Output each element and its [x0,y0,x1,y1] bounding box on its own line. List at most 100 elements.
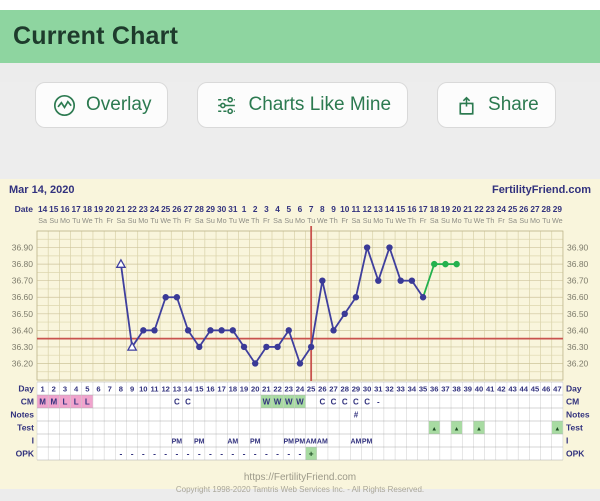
svg-text:Sa: Sa [273,216,282,225]
toolbar-section: Overlay Charts Like Mine [0,82,600,179]
temp-point[interactable] [341,310,348,317]
share-icon [454,93,479,118]
svg-text:+: + [309,449,314,459]
temp-point[interactable] [151,327,158,334]
svg-text:21: 21 [116,204,126,214]
svg-text:We: We [82,216,93,225]
svg-text:36.90: 36.90 [567,243,589,253]
overlay-chart-icon [52,93,77,118]
svg-text:29: 29 [352,385,360,394]
svg-text:Tu: Tu [464,216,472,225]
svg-text:8: 8 [119,385,123,394]
temp-point[interactable] [274,343,281,351]
svg-text:OPK: OPK [16,449,35,459]
svg-text:W: W [296,398,304,407]
temp-point[interactable] [453,260,460,268]
svg-text:-: - [131,449,134,459]
svg-text:47: 47 [553,385,561,394]
svg-text:2: 2 [253,204,258,214]
temp-point[interactable] [207,327,214,334]
bbt-chart-svg[interactable]: Date 14 15 16 17 18 19 20 21 22 23 24 25 26 27 28 29 30 31… [0,200,600,462]
svg-text:2: 2 [52,385,56,394]
svg-text:We: We [395,216,406,225]
svg-text:32: 32 [385,385,393,394]
svg-text:Fr: Fr [420,216,427,225]
temp-point[interactable] [375,277,382,284]
temp-point[interactable] [173,294,181,301]
svg-text:AM: AM [306,439,317,446]
svg-text:Tu: Tu [229,216,237,225]
svg-text:Su: Su [441,216,450,225]
temp-point[interactable] [363,244,371,251]
temp-point[interactable] [184,327,192,334]
svg-text:Th: Th [408,216,416,225]
chart-start-date: Mar 14, 2020 [9,184,75,196]
date-row: Date 14 15 16 17 18 19 20 21 22 23 24 25 26 27 28 29 30 31… [15,204,563,214]
temp-point[interactable] [263,343,270,351]
svg-text:4: 4 [275,204,280,214]
temp-point[interactable] [252,360,259,367]
temp-point[interactable] [162,294,169,301]
share-button[interactable]: Share [437,82,556,128]
temp-point[interactable] [285,327,292,334]
svg-text:7: 7 [108,385,112,394]
temp-point[interactable] [196,343,203,351]
temp-point[interactable] [431,260,438,268]
temp-point-open[interactable] [126,341,138,351]
svg-text:36.80: 36.80 [12,259,34,269]
svg-text:PM: PM [362,439,373,446]
svg-text:PM: PM [284,439,295,446]
svg-text:9: 9 [331,204,336,214]
svg-text:29: 29 [553,204,563,214]
svg-text:I: I [32,436,34,446]
svg-text:15: 15 [396,204,406,214]
temp-point[interactable] [330,327,337,334]
svg-text:C: C [185,398,191,407]
svg-text:36.80: 36.80 [567,259,589,269]
temp-point[interactable] [307,343,315,351]
footer-url: https://FertilityFriend.com [243,472,357,483]
svg-text:PM: PM [295,439,306,446]
temp-points[interactable] [115,244,460,367]
svg-text:30: 30 [363,385,371,394]
svg-text:22: 22 [273,385,281,394]
temp-point[interactable] [419,294,427,301]
svg-text:CM: CM [566,397,579,407]
temp-point[interactable] [386,244,393,251]
temp-point[interactable] [218,327,225,334]
svg-text:36.70: 36.70 [567,276,589,286]
svg-text:24: 24 [296,385,305,394]
svg-text:W: W [263,398,271,407]
dow-row: Sa Su Mo Tu We Th Fr Sa Su Mo Tu We Th Fr Sa Su Mo Tu We Th… [38,216,562,225]
temp-point-open[interactable] [115,258,127,268]
temp-point[interactable] [240,343,248,351]
svg-text:28: 28 [542,204,552,214]
temp-point[interactable] [229,327,237,334]
svg-text:24: 24 [497,204,507,214]
temp-point[interactable] [408,277,416,284]
temp-point[interactable] [397,277,404,284]
temp-point[interactable] [352,294,360,301]
svg-text:21: 21 [262,385,271,394]
temp-point[interactable] [319,277,326,284]
svg-text:23: 23 [139,204,149,214]
svg-text:14: 14 [385,204,395,214]
temp-point[interactable] [296,360,304,367]
svg-text:-: - [209,449,212,459]
svg-text:44: 44 [520,385,529,394]
svg-text:We: We [239,216,250,225]
svg-text:Day: Day [18,384,34,394]
overlay-button[interactable]: Overlay [35,82,169,128]
charts-like-mine-button[interactable]: Charts Like Mine [197,82,409,128]
svg-text:5: 5 [286,204,291,214]
svg-text:36: 36 [430,385,438,394]
temp-point[interactable] [140,327,147,334]
svg-text:41: 41 [486,385,495,394]
svg-text:23: 23 [285,385,293,394]
svg-text:-: - [231,449,234,459]
svg-text:26: 26 [519,204,529,214]
svg-text:3: 3 [63,385,67,394]
temp-point[interactable] [442,260,449,268]
svg-text:25: 25 [307,385,316,394]
table-row-i_row: PM PM AM PM PM PM AM AM AM PM [172,439,373,446]
